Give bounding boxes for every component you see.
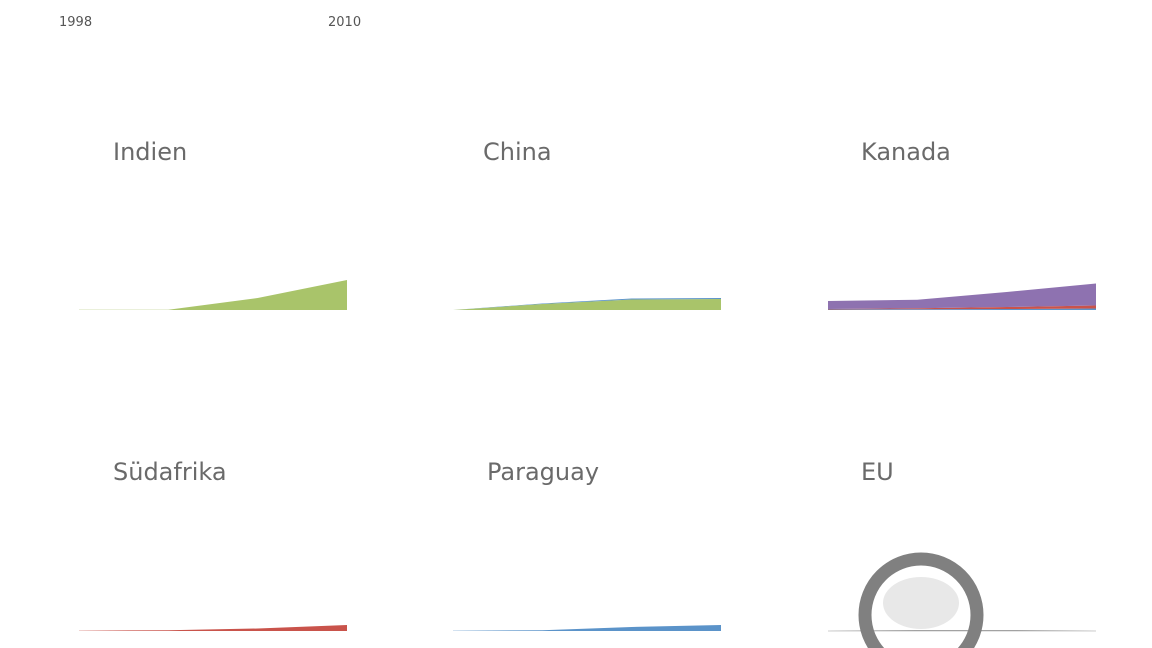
area-series-0 bbox=[828, 630, 1096, 631]
chart-title-paraguay: Paraguay bbox=[487, 458, 600, 486]
chart-panel-indien bbox=[79, 280, 347, 310]
chart-panel-kanada bbox=[828, 283, 1096, 310]
area-series-0 bbox=[79, 625, 347, 631]
area-series-0 bbox=[828, 308, 1096, 310]
chart-panel-südafrika bbox=[79, 625, 347, 631]
spinner-highlight bbox=[883, 577, 959, 629]
chart-panel-china bbox=[453, 298, 721, 310]
area-series-0 bbox=[79, 280, 347, 310]
x-axis-end-label: 2010 bbox=[328, 15, 362, 30]
area-series-2 bbox=[828, 283, 1096, 309]
chart-panel-eu bbox=[828, 552, 1096, 648]
x-axis-start-label: 1998 bbox=[59, 15, 93, 30]
loading-spinner-icon bbox=[858, 552, 984, 648]
chart-title-eu: EU bbox=[861, 458, 894, 486]
chart-title-china: China bbox=[483, 138, 552, 166]
area-series-0 bbox=[453, 625, 721, 631]
chart-title-kanada: Kanada bbox=[861, 138, 951, 166]
chart-title-suedafrika: Südafrika bbox=[113, 458, 227, 486]
area-series-1 bbox=[828, 305, 1096, 310]
area-series-0 bbox=[453, 299, 721, 310]
chart-title-indien: Indien bbox=[113, 138, 188, 166]
chart-panel-paraguay bbox=[453, 625, 721, 631]
